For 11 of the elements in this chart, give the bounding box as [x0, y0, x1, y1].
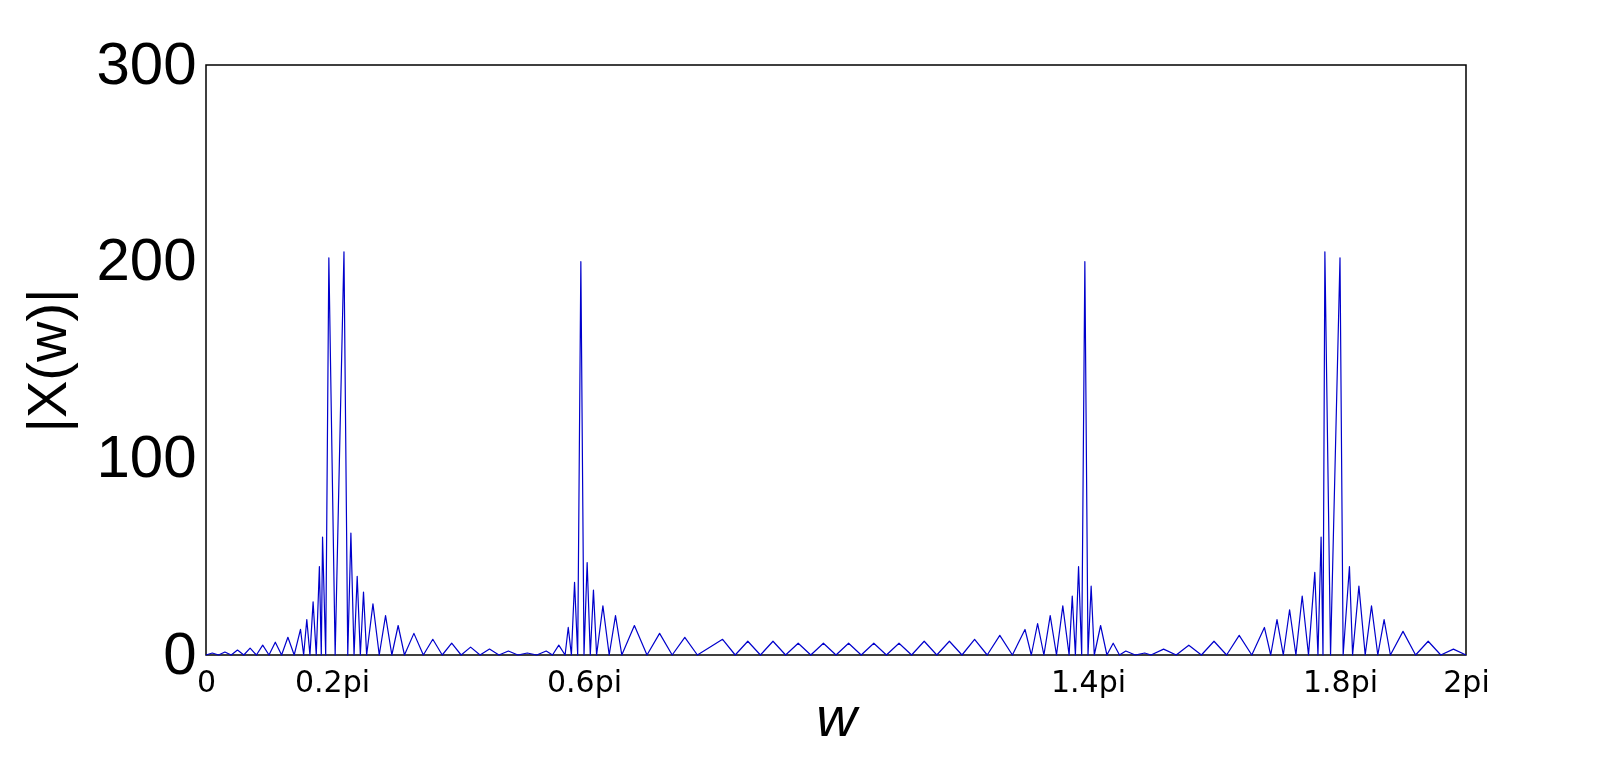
- x-tick-label: 1.4pi: [1050, 663, 1127, 699]
- x-tick-label: 2pi: [1443, 663, 1490, 699]
- y-axis-title: |X(w)|: [15, 288, 79, 433]
- x-tick-label: 1.8pi: [1302, 663, 1379, 699]
- y-tick-label: 100: [96, 422, 197, 490]
- x-tick-label: 0.2pi: [294, 663, 371, 699]
- line-series: [205, 251, 1467, 656]
- y-tick-label: 200: [96, 226, 197, 294]
- y-tick-label: 300: [96, 29, 197, 97]
- x-axis-title: w: [816, 684, 861, 748]
- x-tick-label: 0.6pi: [546, 663, 623, 699]
